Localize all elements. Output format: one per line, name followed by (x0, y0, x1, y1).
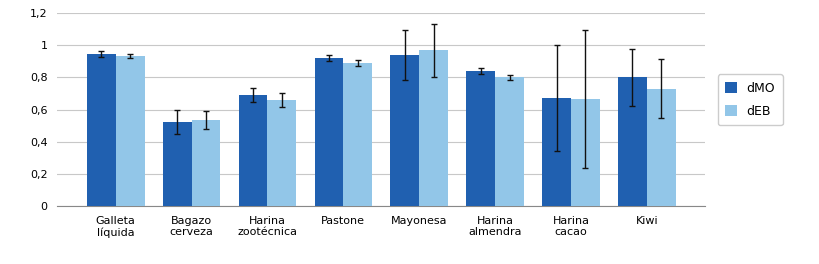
Bar (192, 120, 220, 206)
Bar (618, 77, 646, 206)
Bar (314, 58, 343, 206)
Bar (162, 122, 192, 206)
Bar (646, 89, 675, 206)
Legend: dMO, dEB: dMO, dEB (717, 74, 782, 125)
Bar (419, 50, 447, 206)
Bar (390, 55, 419, 206)
Bar (115, 56, 144, 206)
Bar (87, 54, 115, 206)
Bar (541, 97, 570, 206)
Bar (267, 100, 296, 206)
Bar (466, 71, 495, 206)
Bar (570, 99, 600, 206)
Bar (343, 63, 372, 206)
Bar (238, 95, 267, 206)
Bar (495, 77, 523, 206)
